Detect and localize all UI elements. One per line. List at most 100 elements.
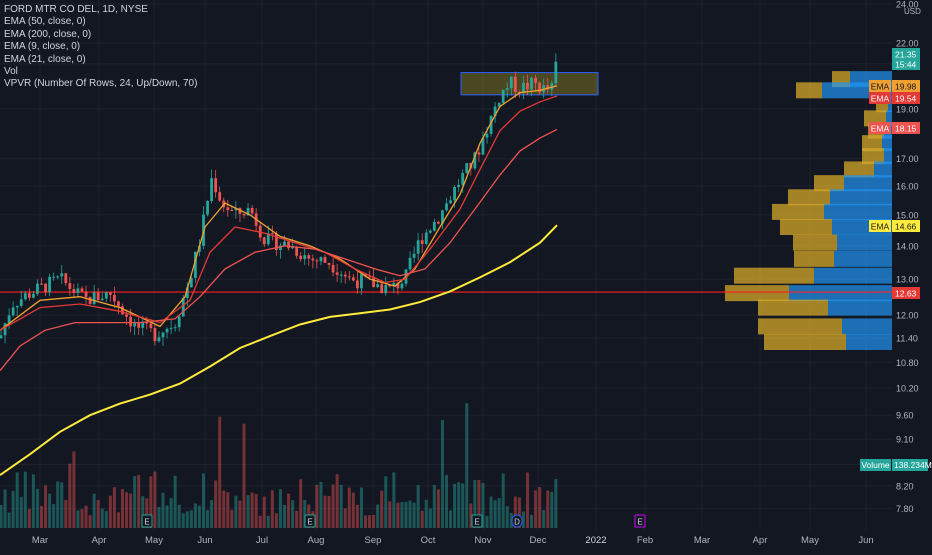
legend-ema-200[interactable]: EMA (200, close, 0) (4, 28, 92, 40)
candle-body (117, 301, 120, 307)
time-axis[interactable]: Mar Apr May Jun Jul Aug Sep Oct Nov Dec 2022 Feb Mar… (32, 535, 874, 546)
volume-bar (457, 482, 461, 528)
vp-row-down (874, 161, 892, 178)
candle-body (206, 200, 209, 215)
badge-bg (892, 80, 920, 92)
candle-body (441, 210, 444, 224)
volume-bar (408, 500, 412, 528)
candle-body (84, 291, 88, 297)
legend-ema-21[interactable]: EMA (21, close, 0) (4, 53, 86, 65)
volume-badge-label: Volume (861, 460, 890, 470)
vp-row-down (834, 250, 892, 267)
candle-body (230, 210, 234, 212)
candle-body (234, 207, 238, 211)
volume-bar (469, 503, 473, 528)
price-badge[interactable]: EMA 18.15 (869, 122, 920, 134)
event-marker-e[interactable]: E (304, 514, 316, 528)
candle-body (291, 247, 294, 249)
badge-tag-bg (869, 92, 891, 104)
volume-bar (222, 490, 226, 528)
vp-row-down (882, 135, 892, 152)
candle-body (396, 282, 400, 289)
vp-row-down (830, 189, 892, 206)
volume-bar (521, 511, 525, 528)
volume-bar (202, 473, 205, 528)
price-badge[interactable]: EMA 19.54 (869, 92, 920, 104)
event-marker-d[interactable]: D (511, 514, 523, 528)
candle-body (36, 283, 39, 294)
price-badge[interactable]: EMA 19.98 (869, 80, 920, 92)
ema-line-21 (0, 95, 558, 331)
candle-body (113, 294, 116, 302)
candle-body (266, 233, 270, 245)
candle-body (0, 335, 3, 339)
candle-body (238, 207, 242, 214)
volume-bar (416, 485, 420, 528)
candle-body (449, 200, 452, 204)
candle-body (108, 292, 112, 295)
legend-vol[interactable]: Vol (4, 66, 18, 78)
candle-body (550, 83, 554, 90)
price-badge[interactable]: EMA 14.66 (869, 220, 920, 232)
event-marker-e[interactable]: E (141, 514, 153, 528)
volume-bar (489, 496, 493, 528)
badge-tag-bg (869, 122, 891, 134)
volume-bar (396, 502, 400, 528)
candle-body (465, 163, 469, 173)
candle-body (56, 276, 60, 278)
candle-body (534, 77, 537, 83)
candle-body (360, 274, 363, 289)
candle-body (23, 293, 27, 300)
volume-bar (177, 504, 181, 528)
vp-row-down (846, 334, 892, 351)
symbol-title[interactable]: FORD MTR CO DEL, 1D, NYSE (4, 4, 148, 15)
volume-bar (64, 499, 68, 528)
badge-bg (892, 122, 920, 134)
price-tick-label: 22.00 (896, 39, 919, 49)
volume-bar (254, 493, 258, 528)
candle-body (242, 213, 246, 216)
candle-body (52, 276, 56, 278)
time-tick-label: Oct (421, 535, 436, 546)
legend-ema-9[interactable]: EMA (9, close, 0) (4, 41, 81, 53)
candle-body (392, 282, 396, 287)
candle-body (100, 298, 104, 300)
time-tick-label: Mar (32, 535, 48, 546)
volume-bar (206, 509, 210, 528)
volume-bar (335, 474, 339, 528)
legend-ema-50[interactable]: EMA (50, close, 0) (4, 16, 86, 28)
volume-bar (189, 510, 193, 528)
badge-tag-label: EMA (871, 82, 890, 92)
candle-body (72, 289, 76, 293)
event-marker-e[interactable]: E (471, 514, 483, 528)
candle-body (165, 328, 169, 333)
volume-bar (493, 500, 497, 528)
candle-body (218, 192, 222, 201)
candle-body (485, 133, 489, 138)
price-badge[interactable]: 12.63 (892, 287, 920, 299)
volume-bar (15, 472, 19, 528)
volume-bar (0, 505, 3, 528)
candle-body (11, 307, 15, 316)
volume-bar (133, 476, 137, 528)
volume-bar (542, 509, 546, 528)
volume-bar (440, 420, 444, 528)
volume-bar (56, 481, 60, 528)
candle-body (27, 293, 31, 298)
volume-bar (359, 487, 363, 528)
event-marker-e[interactable]: E (634, 514, 646, 528)
volume-badge[interactable]: Volume 138.234M (860, 459, 932, 471)
volume-bar (76, 510, 80, 528)
candle-body (185, 287, 189, 299)
volume-bar (226, 492, 230, 528)
candle-body (461, 172, 465, 185)
vp-row-up (862, 135, 882, 152)
candle-body (416, 240, 420, 254)
volume-bar (197, 505, 201, 528)
highlight-rectangle[interactable] (460, 72, 599, 96)
legend-vpvr[interactable]: VPVR (Number Of Rows, 24, Up/Down, 70) (4, 78, 198, 90)
candle-body (153, 328, 157, 342)
